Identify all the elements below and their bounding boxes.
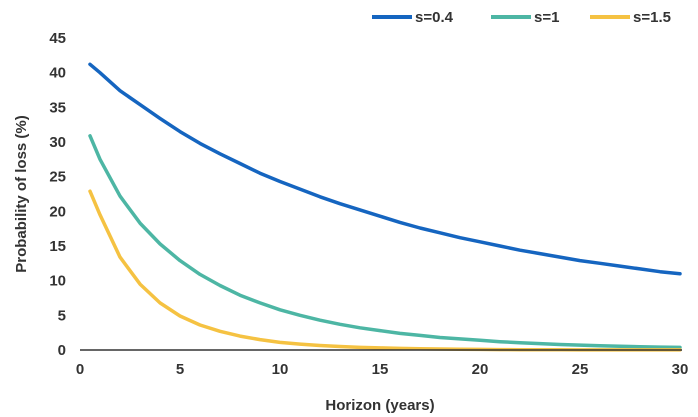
y-tick-label: 15 — [49, 238, 66, 255]
series-lines — [88, 62, 682, 352]
legend-label: s=1 — [534, 9, 559, 26]
legend-label: s=1.5 — [633, 9, 671, 26]
x-tick-label: 10 — [272, 361, 289, 378]
x-tick-label: 0 — [76, 361, 84, 378]
y-tick-label: 40 — [49, 65, 66, 82]
series-line-1 — [88, 62, 682, 276]
x-tick-label: 20 — [472, 361, 489, 378]
y-tick-label: 35 — [49, 99, 66, 116]
y-axis-title: Probability of loss (%) — [13, 115, 30, 273]
legend-label: s=0.4 — [415, 9, 454, 26]
y-tick-label: 30 — [49, 134, 66, 151]
series-line-3 — [88, 189, 682, 352]
y-tick-label: 0 — [58, 342, 66, 359]
y-axis-ticks: 0 5 10 15 20 25 30 35 40 45 — [49, 30, 66, 359]
y-tick-label: 45 — [49, 30, 66, 47]
y-tick-label: 5 — [58, 307, 66, 324]
legend: s=0.4 s=1 s=1.5 — [372, 9, 671, 26]
x-tick-label: 25 — [572, 361, 589, 378]
x-axis-title: Horizon (years) — [325, 397, 434, 414]
series-line-2 — [88, 134, 682, 350]
x-tick-label: 15 — [372, 361, 389, 378]
y-tick-label: 20 — [49, 203, 66, 220]
x-tick-label: 30 — [672, 361, 689, 378]
y-tick-label: 25 — [49, 169, 66, 186]
y-tick-label: 10 — [49, 273, 66, 290]
x-tick-label: 5 — [176, 361, 184, 378]
x-axis-ticks: 0 5 10 15 20 25 30 — [76, 361, 689, 378]
